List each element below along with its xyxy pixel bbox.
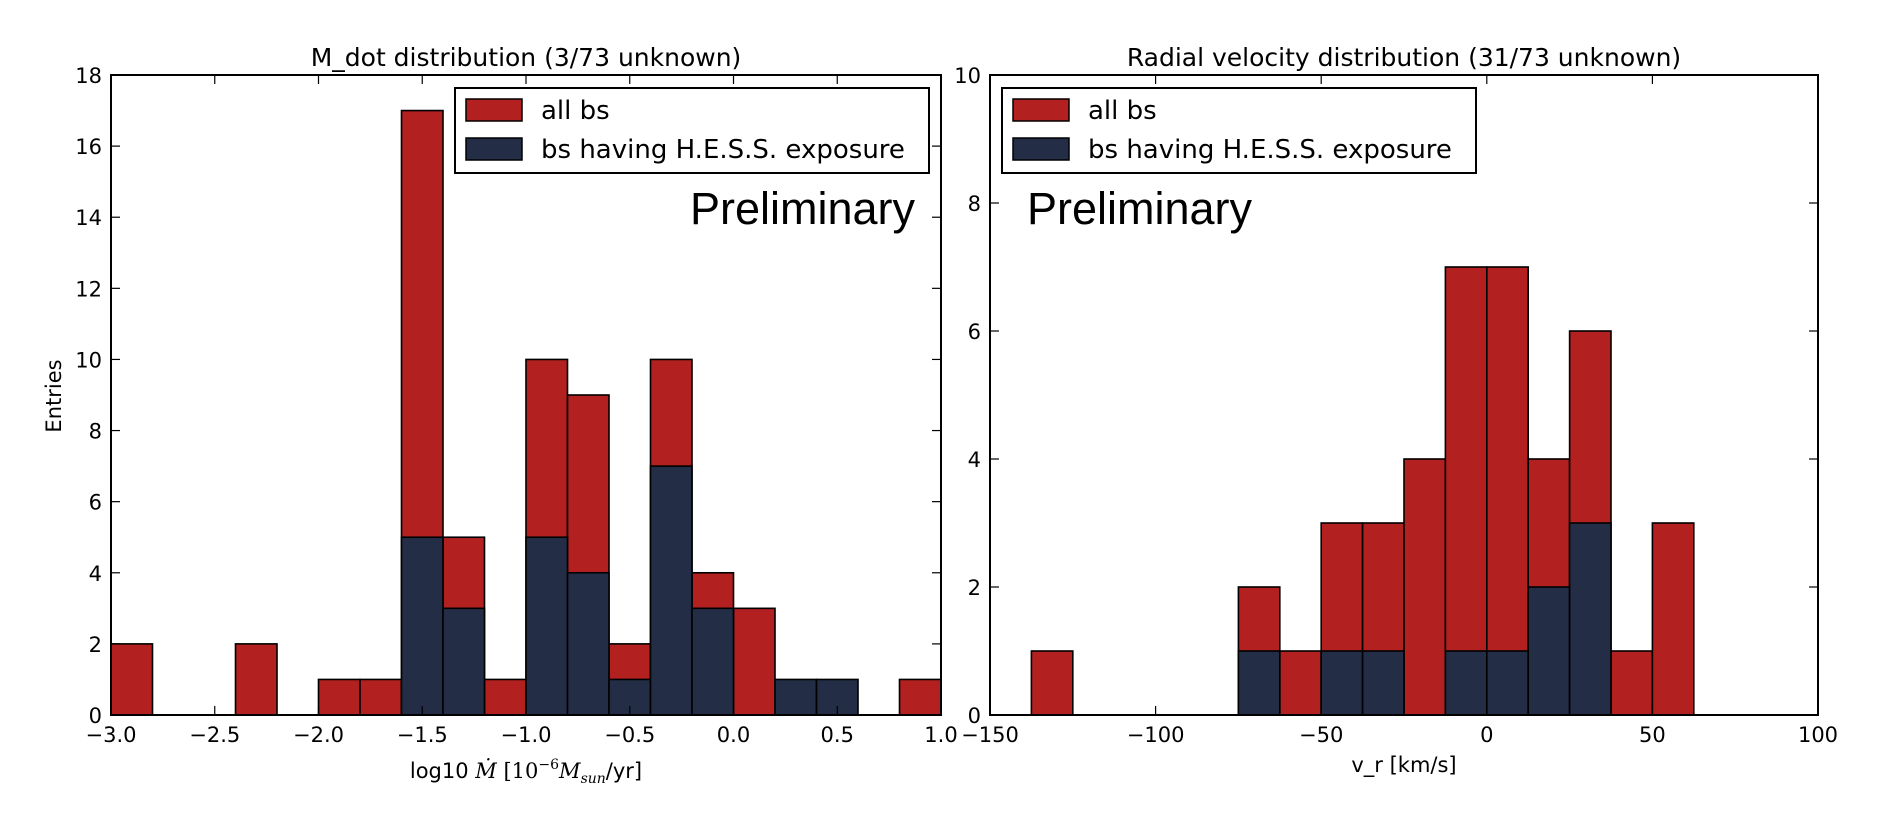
mdot-bar-all-15 (732, 607, 776, 716)
vr-preliminary-annotation: Preliminary (1027, 183, 1253, 234)
vr-bar-hess-5 (1237, 650, 1281, 716)
mdot-bar-hess-11 (566, 571, 610, 716)
mdot-legend-box (454, 87, 930, 174)
mdot-legend-swatch-hess (465, 137, 523, 161)
vr-bar-all-0 (1030, 650, 1074, 716)
mdot-x-axis-label-mass: M (558, 759, 581, 783)
vr-legend-label-all: all bs (1088, 96, 1157, 126)
mdot-x-axis-label-prefix: log10 (410, 759, 475, 783)
mdot-histogram-panel: M_dot distribution (3/73 unknown) −3.0 −2… (42, 43, 958, 787)
mdot-x-tick-label: −1.5 (397, 723, 448, 747)
mdot-ticks: −3.0 −2.5 −2.0 −1.5 −1.0 −0.5 0.0 0.5 1.0 0 2 4 6 8 10… (75, 64, 957, 747)
vr-ticks: −150 −100 −50 0 50 100 0 2 4 6 8 10 (954, 64, 1838, 747)
mdot-preliminary-annotation: Preliminary (690, 183, 916, 234)
mdot-bar-all-6 (359, 678, 403, 716)
vr-legend-label-hess: bs having H.E.S.S. exposure (1088, 135, 1452, 165)
mdot-x-tick-label: −2.5 (189, 723, 240, 747)
vr-legend: all bs bs having H.E.S.S. exposure (1001, 87, 1477, 174)
vr-bar-hess-8 (1361, 650, 1405, 716)
vr-legend-swatch-all (1012, 98, 1070, 122)
vr-bar-all-6 (1279, 650, 1323, 716)
mdot-bar-hess-7 (400, 536, 444, 716)
mdot-bars (110, 109, 942, 716)
mdot-bar-hess-8 (442, 607, 486, 716)
vr-bar-hess-7 (1320, 650, 1364, 716)
mdot-x-tick-label: 0.5 (821, 723, 854, 747)
mdot-x-axis-label-mass-subscript: sun (581, 771, 606, 787)
mdot-bar-hess-16 (774, 678, 818, 716)
vr-y-tick-label: 8 (968, 192, 981, 216)
vr-legend-swatch-hess (1012, 137, 1070, 161)
vr-y-tick-label: 4 (968, 448, 981, 472)
vr-plot-frame (989, 74, 1819, 716)
vr-x-tick-label: −50 (1299, 723, 1343, 747)
mdot-plot-frame (110, 74, 942, 716)
mdot-bar-hess-14 (691, 607, 735, 716)
mdot-bar-hess-10 (525, 536, 569, 716)
mdot-y-tick-label: 12 (75, 277, 102, 301)
vr-x-tick-label: 0 (1480, 723, 1493, 747)
vr-x-tick-label: −100 (1127, 723, 1185, 747)
mdot-y-tick-label: 2 (89, 633, 102, 657)
mdot-y-tick-label: 6 (89, 491, 102, 515)
mdot-legend-label-all: all bs (541, 96, 610, 126)
vr-x-tick-label: −150 (961, 723, 1019, 747)
mdot-x-axis-label-suffix: /yr] (606, 759, 642, 783)
mdot-legend-label-hess: bs having H.E.S.S. exposure (541, 135, 905, 165)
mdot-x-axis-label-base: 10 (512, 759, 539, 783)
mdot-y-tick-label: 10 (75, 348, 102, 372)
mdot-y-tick-label: 14 (75, 206, 102, 230)
mdot-x-tick-label: −3.0 (86, 723, 137, 747)
mdot-bar-all-0 (110, 643, 154, 716)
mdot-bar-all-5 (317, 678, 361, 716)
mdot-bar-all-3 (234, 643, 278, 716)
vr-y-tick-label: 2 (968, 576, 981, 600)
mdot-bar-all-9 (483, 678, 527, 716)
mdot-x-tick-label: −2.0 (293, 723, 344, 747)
mdot-x-axis-label-bracket: [ (497, 759, 512, 783)
vr-y-tick-label: 6 (968, 320, 981, 344)
vr-y-tick-label: 0 (968, 704, 981, 728)
mdot-y-tick-label: 0 (89, 704, 102, 728)
vr-x-tick-label: 50 (1639, 723, 1666, 747)
vr-chart-title: Radial velocity distribution (31/73 unkn… (1127, 43, 1681, 72)
mdot-x-tick-label: 0.0 (717, 723, 750, 747)
mdot-x-axis-label: log10 Ṁ [10−6Msun/yr] (410, 757, 642, 787)
mdot-y-axis-label: Entries (42, 359, 66, 432)
vr-bar-all-11 (1486, 266, 1530, 716)
vr-bar-hess-12 (1527, 586, 1571, 716)
mdot-x-tick-label: −0.5 (604, 723, 655, 747)
vr-bar-all-14 (1610, 650, 1654, 716)
vr-bar-all-10 (1444, 266, 1488, 716)
mdot-bar-hess-17 (815, 678, 859, 716)
mdot-x-tick-label: 1.0 (924, 723, 957, 747)
vr-x-tick-label: 100 (1798, 723, 1838, 747)
mdot-y-tick-label: 16 (75, 135, 102, 159)
vr-legend-box (1001, 87, 1477, 174)
mdot-chart-title: M_dot distribution (3/73 unknown) (311, 43, 742, 72)
vr-bar-all-15 (1651, 522, 1695, 716)
mdot-x-tick-label: −1.0 (501, 723, 552, 747)
radial-velocity-histogram-panel: Radial velocity distribution (31/73 unkn… (954, 43, 1838, 778)
mdot-y-tick-label: 18 (75, 64, 102, 88)
vr-bars (1030, 266, 1695, 716)
mdot-x-axis-label-exponent: −6 (538, 757, 559, 773)
vr-bar-hess-13 (1568, 522, 1612, 716)
vr-bar-all-9 (1403, 458, 1447, 716)
mdot-legend: all bs bs having H.E.S.S. exposure (454, 87, 930, 174)
mdot-y-tick-label: 4 (89, 562, 102, 586)
mdot-bar-hess-13 (649, 465, 693, 716)
vr-bar-hess-11 (1486, 650, 1530, 716)
mdot-legend-swatch-all (465, 98, 523, 122)
mdot-bar-all-19 (898, 678, 942, 716)
mdot-x-axis-label-mdot: Ṁ (474, 759, 497, 783)
vr-y-tick-label: 10 (954, 64, 981, 88)
vr-x-axis-label: v_r [km/s] (1351, 753, 1456, 778)
vr-bar-hess-10 (1444, 650, 1488, 716)
mdot-y-tick-label: 8 (89, 420, 102, 444)
